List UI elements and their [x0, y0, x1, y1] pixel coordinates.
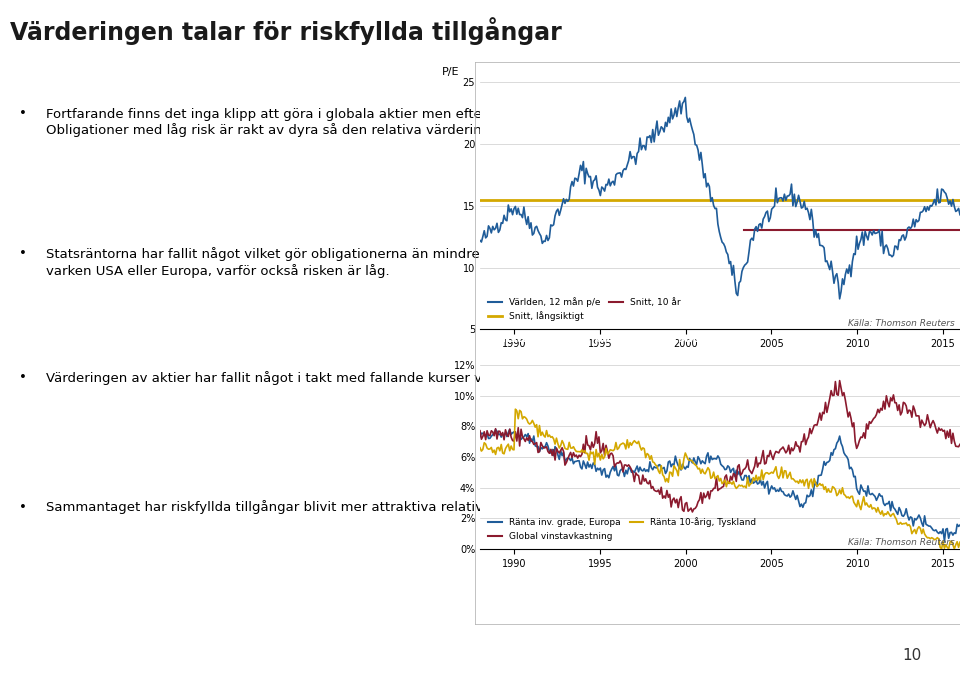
Text: Värderingen av aktier har fallit något i takt med fallande kurser vilket innebär: Värderingen av aktier har fallit något i…: [46, 371, 802, 385]
Legend: Världen, 12 mån p/e, Snitt, långsiktigt, Snitt, 10 år: Världen, 12 mån p/e, Snitt, långsiktigt,…: [485, 294, 684, 324]
Text: P/E: P/E: [442, 67, 459, 78]
Text: •: •: [19, 371, 27, 384]
Text: Värderingen talar för riskfyllda tillgångar: Värderingen talar för riskfyllda tillgån…: [10, 17, 562, 45]
Text: Sammantaget har riskfyllda tillgångar blivit mer attraktiva relativt de mindre r: Sammantaget har riskfyllda tillgångar bl…: [46, 501, 916, 514]
Text: •: •: [19, 107, 27, 120]
Text: Källa: Thomson Reuters: Källa: Thomson Reuters: [849, 319, 955, 328]
Text: Nordea: Nordea: [38, 646, 118, 665]
Text: Fortfarande finns det inga klipp att göra i globala aktier men efter fallet är v: Fortfarande finns det inga klipp att gör…: [46, 107, 878, 137]
Text: Statsräntorna har fallit något vilket gör obligationerna än mindre attraktiva. S: Statsräntorna har fallit något vilket gö…: [46, 248, 946, 278]
Text: •: •: [19, 248, 27, 261]
Text: Källa: Thomson Reuters: Källa: Thomson Reuters: [849, 539, 955, 547]
Legend: Ränta inv. grade, Europa, Global vinstavkastning, Ränta 10-årig, Tyskland: Ränta inv. grade, Europa, Global vinstav…: [485, 514, 760, 544]
Text: •: •: [19, 501, 27, 514]
Text: Vinstavkastning på aktier fortsatt hög: Vinstavkastning på aktier fortsatt hög: [490, 332, 730, 344]
Text: Värderingen nära 10-årssnittet – inget hinder för högre kurser: Värderingen nära 10-årssnittet – inget h…: [490, 64, 880, 76]
Text: 10: 10: [902, 648, 922, 663]
